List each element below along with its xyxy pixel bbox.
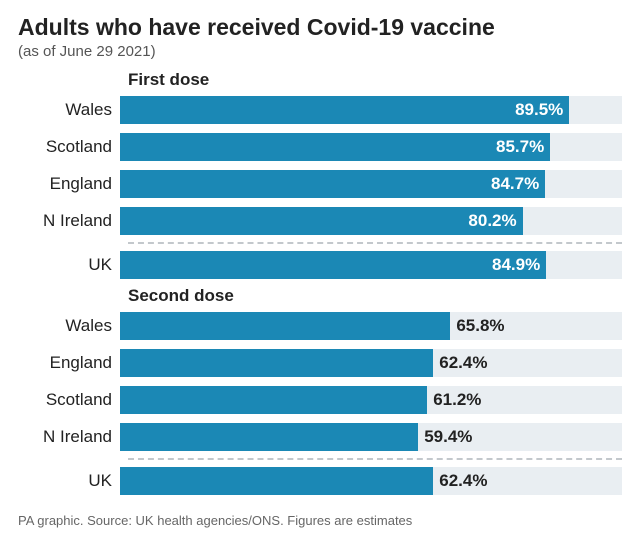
- bar-value: 84.9%: [486, 251, 546, 279]
- row-label: Scotland: [18, 137, 120, 157]
- bar-track: 84.9%: [120, 251, 622, 279]
- row-label: N Ireland: [18, 211, 120, 231]
- row-label: UK: [18, 255, 120, 275]
- bar-value: 84.7%: [485, 170, 545, 198]
- bar-track: 84.7%: [120, 170, 622, 198]
- bar-fill: [120, 96, 569, 124]
- bar-fill: [120, 170, 545, 198]
- bar-row: N Ireland 80.2%: [18, 205, 622, 237]
- bar-fill: [120, 423, 418, 451]
- row-label: Wales: [18, 316, 120, 336]
- bar-track: 62.4%: [120, 467, 622, 495]
- bar-row: Wales 89.5%: [18, 94, 622, 126]
- row-label: England: [18, 353, 120, 373]
- bar-value: 85.7%: [490, 133, 550, 161]
- chart-sections: First dose Wales 89.5% Scotland 85.7% England…: [18, 70, 622, 497]
- chart-subtitle: (as of June 29 2021): [18, 43, 622, 60]
- bar-row: Scotland 61.2%: [18, 384, 622, 416]
- section-title: Second dose: [128, 286, 622, 306]
- row-label: Wales: [18, 100, 120, 120]
- bar-fill: [120, 349, 433, 377]
- chart-title: Adults who have received Covid-19 vaccin…: [18, 14, 622, 41]
- bar-value: 59.4%: [418, 423, 478, 451]
- bar-fill: [120, 133, 550, 161]
- row-label: Scotland: [18, 390, 120, 410]
- bar-fill: [120, 312, 450, 340]
- bar-track: 59.4%: [120, 423, 622, 451]
- chart-source: PA graphic. Source: UK health agencies/O…: [18, 513, 412, 528]
- bar-fill: [120, 251, 546, 279]
- bar-value: 80.2%: [462, 207, 522, 235]
- bar-value: 65.8%: [450, 312, 510, 340]
- bar-row: Wales 65.8%: [18, 310, 622, 342]
- bar-row: Scotland 85.7%: [18, 131, 622, 163]
- section-divider: [128, 242, 622, 244]
- bar-value: 61.2%: [427, 386, 487, 414]
- row-label: N Ireland: [18, 427, 120, 447]
- vaccine-chart: Adults who have received Covid-19 vaccin…: [0, 0, 640, 538]
- bar-row: UK 62.4%: [18, 465, 622, 497]
- bar-value: 89.5%: [509, 96, 569, 124]
- row-label: England: [18, 174, 120, 194]
- bar-track: 62.4%: [120, 349, 622, 377]
- bar-value: 62.4%: [433, 349, 493, 377]
- section-divider: [128, 458, 622, 460]
- bar-row: England 62.4%: [18, 347, 622, 379]
- bar-row: England 84.7%: [18, 168, 622, 200]
- bar-row: UK 84.9%: [18, 249, 622, 281]
- section-title: First dose: [128, 70, 622, 90]
- bar-track: 61.2%: [120, 386, 622, 414]
- bar-value: 62.4%: [433, 467, 493, 495]
- bar-fill: [120, 467, 433, 495]
- bar-track: 89.5%: [120, 96, 622, 124]
- bar-fill: [120, 386, 427, 414]
- bar-track: 80.2%: [120, 207, 622, 235]
- row-label: UK: [18, 471, 120, 491]
- bar-row: N Ireland 59.4%: [18, 421, 622, 453]
- bar-track: 85.7%: [120, 133, 622, 161]
- bar-track: 65.8%: [120, 312, 622, 340]
